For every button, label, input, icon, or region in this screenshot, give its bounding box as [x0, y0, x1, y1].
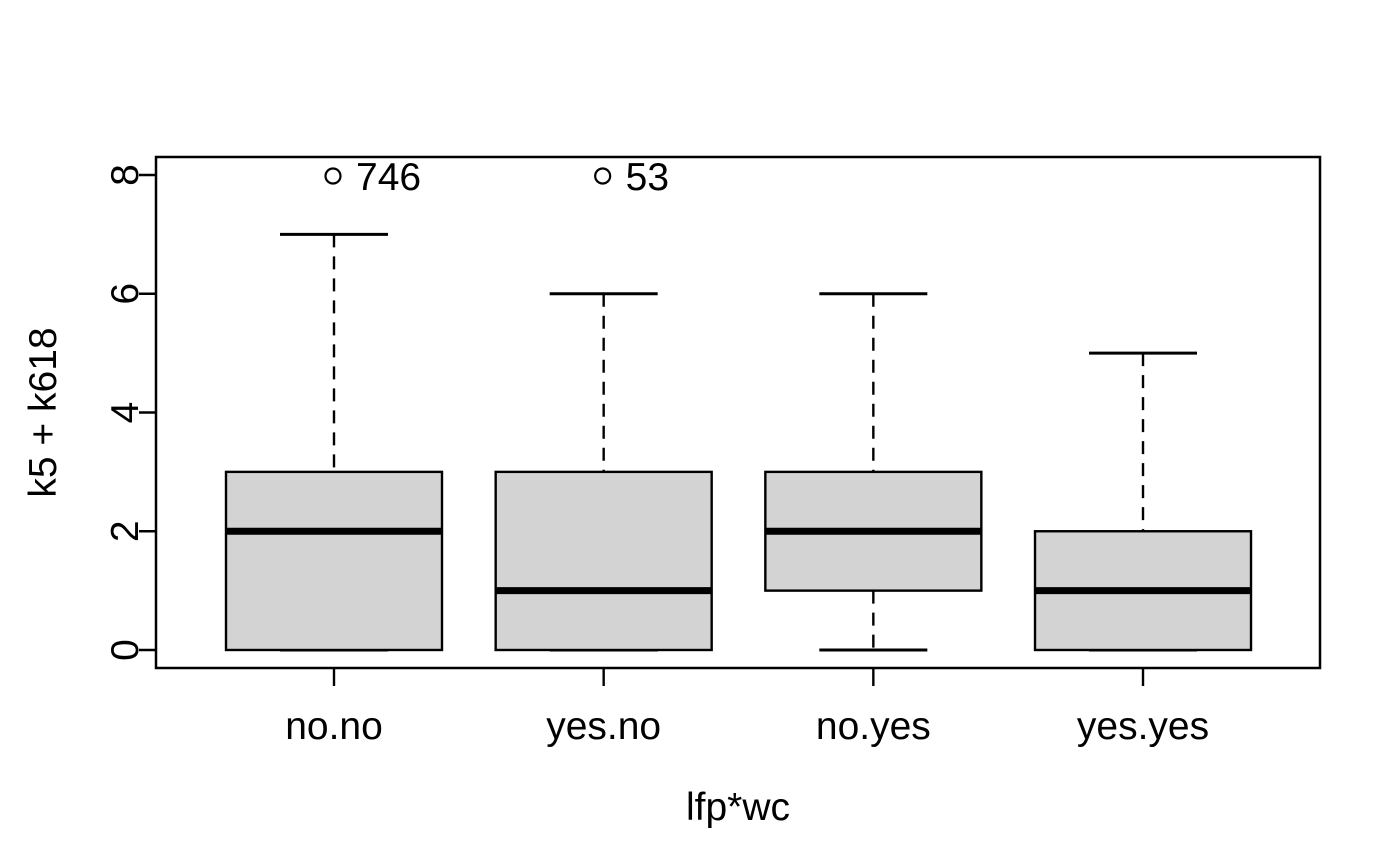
outlier-label: 746	[356, 156, 421, 199]
x-axis-title: lfp*wc	[686, 786, 790, 829]
y-axis-tick-label: 6	[104, 283, 147, 305]
y-axis-tick-label: 0	[104, 639, 147, 661]
x-axis-tick-label: no.yes	[816, 705, 931, 748]
y-axis-tick-label: 2	[104, 520, 147, 542]
y-axis-title: k5 + k618	[22, 327, 65, 497]
y-axis-tick-label: 8	[104, 164, 147, 186]
x-axis-tick-label: yes.yes	[1077, 705, 1209, 748]
outlier-point	[594, 167, 612, 185]
x-axis-tick-label: yes.no	[546, 705, 661, 748]
box-yes.no	[494, 470, 713, 652]
x-axis-tick-label: no.no	[285, 705, 383, 748]
outlier-label: 53	[626, 156, 669, 199]
outlier-point	[324, 167, 342, 185]
y-axis-tick-label: 4	[104, 402, 147, 424]
box-no.no	[224, 470, 444, 652]
